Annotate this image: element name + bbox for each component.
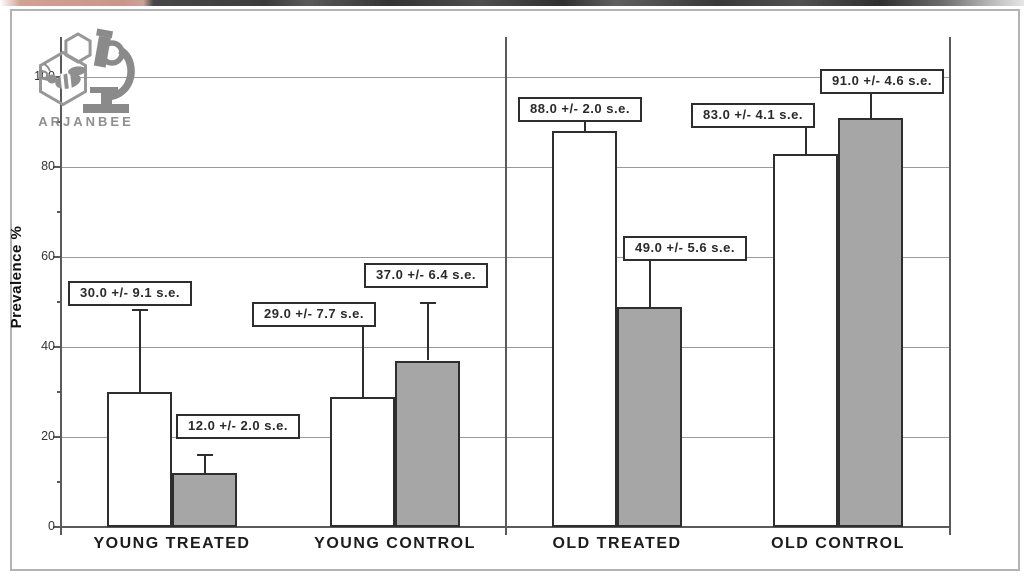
- microscope-icon: [83, 28, 135, 113]
- y-major-tick: [53, 166, 62, 168]
- y-axis-line: [60, 37, 62, 527]
- error-cap-young-treated-white: [131, 309, 148, 312]
- y-tick-label: 40: [41, 339, 55, 353]
- bar-young-treated-white: [107, 392, 172, 527]
- y-major-tick: [53, 256, 62, 258]
- bar-old-treated-gray: [617, 306, 682, 527]
- bar-young-control-white: [330, 396, 395, 527]
- y-minor-tick: [57, 211, 62, 213]
- x-axis-tick: [505, 527, 507, 535]
- category-label: YOUNG TREATED: [93, 535, 251, 552]
- value-label-old-control-white: 83.0 +/- 4.1 s.e.: [691, 103, 815, 128]
- y-major-tick: [53, 346, 62, 348]
- bar-young-control-gray: [395, 360, 460, 527]
- value-label-young-treated-white: 30.0 +/- 9.1 s.e.: [68, 281, 192, 306]
- brand-wordmark: ARJANBEE: [38, 114, 134, 129]
- arjanbee-logo: [36, 28, 135, 113]
- y-tick-label: 60: [41, 249, 55, 263]
- value-label-old-control-gray: 91.0 +/- 4.6 s.e.: [820, 69, 944, 94]
- bar-young-treated-gray: [172, 473, 237, 527]
- error-whisker-old-treated-white: [583, 122, 586, 131]
- y-tick-label: 80: [41, 159, 55, 173]
- category-label: YOUNG CONTROL: [314, 535, 476, 552]
- error-whisker-old-treated-gray: [648, 261, 651, 307]
- y-major-tick: [53, 526, 62, 528]
- error-whisker-young-control-gray: [426, 302, 429, 361]
- error-whisker-old-control-gray: [869, 94, 872, 118]
- bar-old-treated-white: [552, 131, 617, 527]
- hexagon-icon: [39, 32, 92, 107]
- bar-old-control-gray: [838, 117, 903, 527]
- error-whisker-young-treated-white: [138, 310, 141, 392]
- y-minor-tick: [57, 391, 62, 393]
- x-axis-tick: [60, 527, 62, 535]
- error-whisker-young-treated-gray: [203, 455, 206, 473]
- category-label: OLD CONTROL: [771, 535, 905, 552]
- value-label-young-treated-gray: 12.0 +/- 2.0 s.e.: [176, 414, 300, 439]
- y-tick-label: 0: [48, 519, 55, 533]
- error-cap-young-control-gray: [419, 301, 436, 304]
- y-minor-tick: [57, 121, 62, 123]
- error-whisker-old-control-white: [804, 128, 807, 154]
- group-divider-line: [505, 37, 507, 527]
- y-major-tick: [53, 76, 62, 78]
- y-minor-tick: [57, 481, 62, 483]
- error-whisker-young-control-white: [361, 327, 364, 397]
- bar-old-control-white: [773, 153, 838, 527]
- category-label: OLD TREATED: [552, 535, 682, 552]
- figure-border: [10, 9, 1020, 571]
- value-label-old-treated-gray: 49.0 +/- 5.6 s.e.: [623, 236, 747, 261]
- y-axis-title: Prevalence %: [8, 225, 25, 329]
- y-major-tick: [53, 436, 62, 438]
- value-label-old-treated-white: 88.0 +/- 2.0 s.e.: [518, 97, 642, 122]
- bee-icon: [36, 63, 86, 92]
- x-axis-tick: [949, 527, 951, 535]
- value-label-young-control-gray: 37.0 +/- 6.4 s.e.: [364, 263, 488, 288]
- plot-right-border: [949, 37, 951, 527]
- value-label-young-control-white: 29.0 +/- 7.7 s.e.: [252, 302, 376, 327]
- video-artifact-strip: [0, 0, 1024, 6]
- y-tick-label: 20: [41, 429, 55, 443]
- y-minor-tick: [57, 301, 62, 303]
- error-cap-young-treated-gray: [196, 454, 213, 456]
